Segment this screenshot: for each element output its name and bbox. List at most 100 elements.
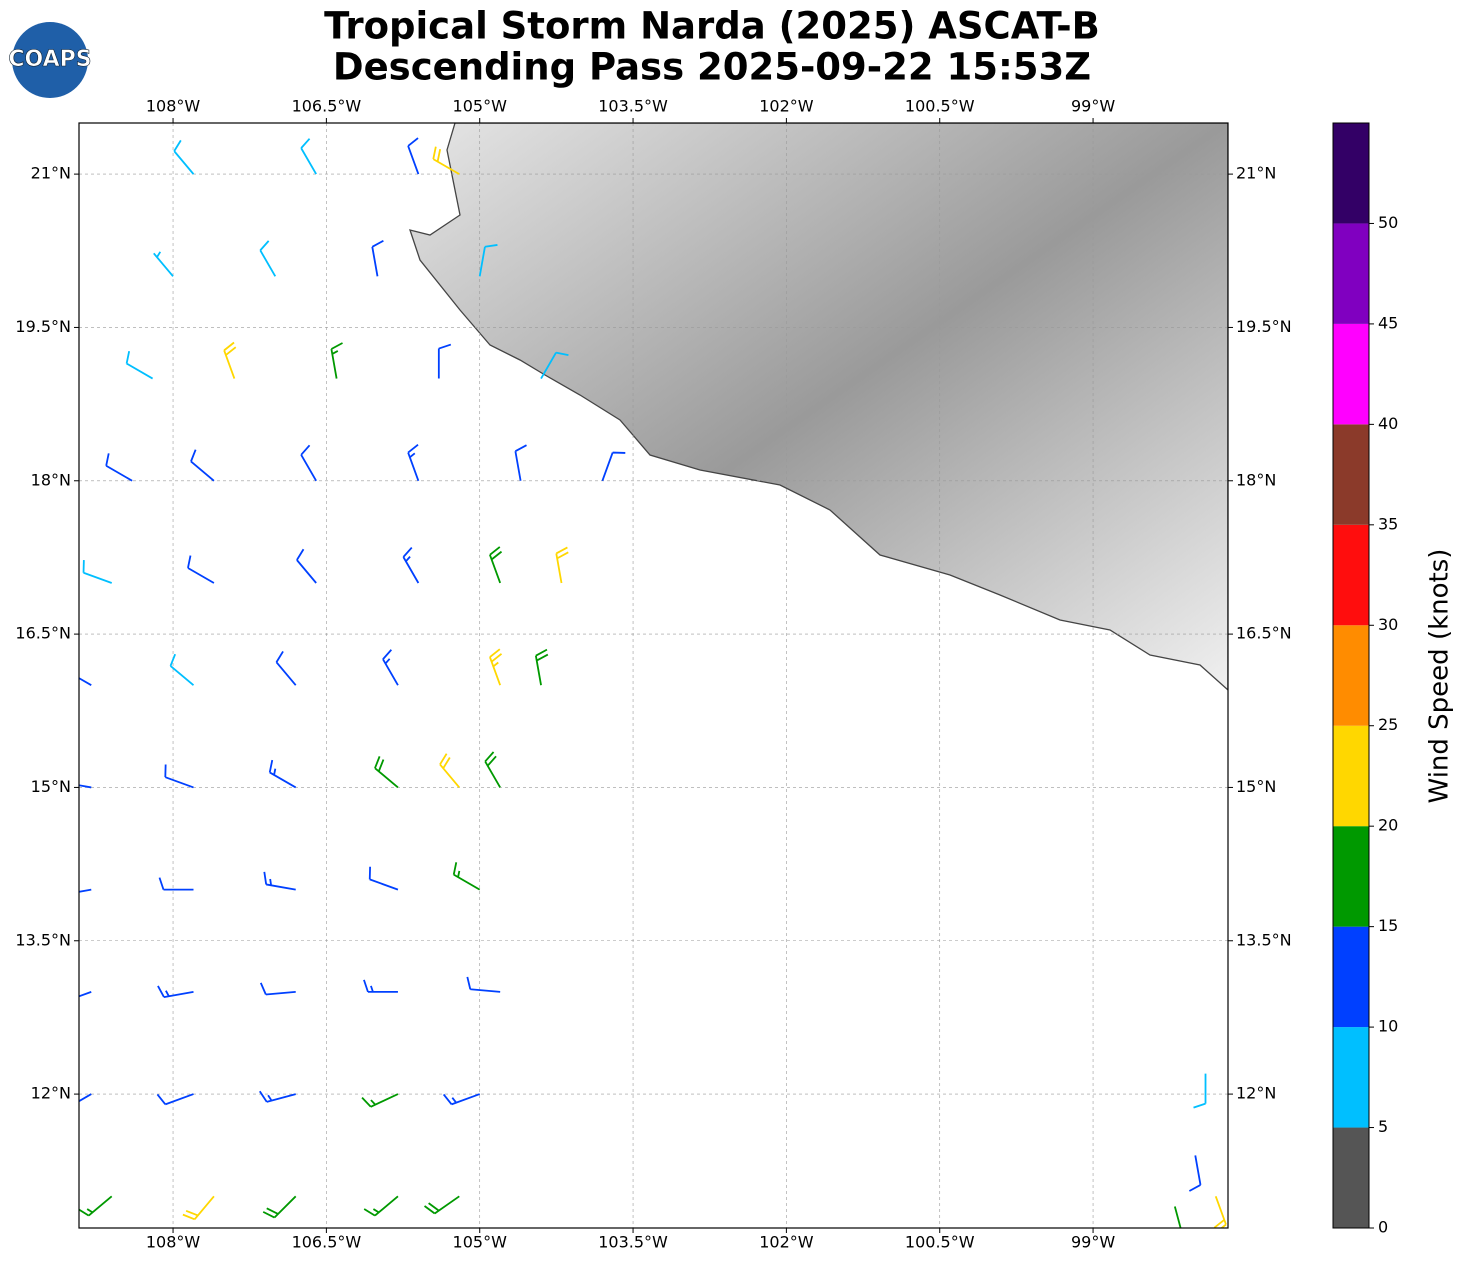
y-tick-label: 15°N <box>1236 777 1276 796</box>
wind-barb <box>79 1093 92 1103</box>
wind-barb <box>190 449 215 482</box>
y-tick-label: 15°N <box>31 777 71 796</box>
wind-barb <box>374 756 399 789</box>
colorbar-bin <box>1333 1127 1369 1228</box>
x-tick-label: 99°W <box>1071 97 1115 116</box>
wind-barb <box>466 976 501 993</box>
wind-barb <box>371 239 384 277</box>
y-tick-label: 18°N <box>1236 470 1276 489</box>
x-tick-label: 103.5°W <box>598 1233 668 1252</box>
wind-barb <box>223 341 237 379</box>
title: Tropical Storm Narda (2025) ASCAT-B <box>324 5 1100 48</box>
wind-barb <box>555 546 569 584</box>
wind-barb <box>382 649 399 686</box>
wind-barb <box>79 1195 113 1217</box>
wind-barb <box>402 546 420 584</box>
colorbar-tick-label: 30 <box>1378 615 1398 634</box>
wind-barb <box>601 451 626 482</box>
y-tick-label: 16.5°N <box>15 624 71 643</box>
x-tick-label: 106.5°W <box>292 1233 362 1252</box>
wind-barb <box>1213 1196 1227 1228</box>
colorbar-tick-label: 25 <box>1378 715 1398 734</box>
land <box>409 123 1228 691</box>
y-tick-label: 19.5°N <box>1236 317 1292 336</box>
wind-barb <box>363 979 398 993</box>
x-tick-label: 108°W <box>146 1233 201 1252</box>
wind-barb <box>300 138 317 175</box>
colorbar-tick-label: 15 <box>1378 916 1398 935</box>
colorbar-bin <box>1333 323 1369 425</box>
wind-barb <box>79 677 92 686</box>
colorbar-bin <box>1333 926 1369 1028</box>
wind-barb <box>259 982 296 996</box>
logo-text: COAPS <box>8 47 91 72</box>
wind-barb <box>361 1093 399 1108</box>
x-tick-label: 100.5°W <box>905 1233 975 1252</box>
wind-barb <box>173 139 195 175</box>
wind-barb <box>424 1195 460 1215</box>
wind-barb <box>1173 1206 1182 1228</box>
wind-barb <box>534 648 549 686</box>
wind-barb <box>79 991 92 998</box>
wind-barb <box>182 1195 215 1221</box>
colorbar-tick-label: 5 <box>1378 1117 1388 1136</box>
logo <box>12 22 88 98</box>
colorbar-tick-label: 45 <box>1378 313 1398 332</box>
y-tick-label: 12°N <box>1236 1084 1276 1103</box>
x-tick-label: 102°W <box>759 97 814 116</box>
wind-barb <box>263 871 296 891</box>
wind-barb <box>489 648 503 686</box>
colorbar-bin <box>1333 826 1369 927</box>
wind-barb <box>514 444 527 481</box>
y-tick-label: 21°N <box>31 164 71 183</box>
x-tick-label: 99°W <box>1071 1233 1115 1252</box>
wind-barb <box>79 888 92 893</box>
title: Descending Pass 2025-09-22 15:53Z <box>333 46 1091 89</box>
wind-barb <box>363 1195 399 1217</box>
wind-barb <box>1193 1073 1207 1109</box>
y-tick-label: 16.5°N <box>1236 624 1292 643</box>
wind-barb <box>439 753 460 789</box>
colorbar-bin <box>1333 1027 1369 1128</box>
x-tick-label: 100.5°W <box>905 97 975 116</box>
wind-barb <box>268 759 297 789</box>
wind-barb <box>125 350 154 380</box>
colorbar-tick-label: 35 <box>1378 514 1398 533</box>
wind-barb <box>478 244 498 277</box>
wind-barb <box>79 784 92 789</box>
colorbar-bin <box>1333 524 1369 626</box>
wind-barb <box>489 546 503 584</box>
y-tick-label: 21°N <box>1236 164 1276 183</box>
wind-barb <box>82 560 113 584</box>
colorbar-frame <box>1332 122 1370 1229</box>
wind-barb <box>259 1090 296 1103</box>
wind-barb <box>105 453 133 482</box>
wind-barb <box>259 240 277 277</box>
wind-barb <box>157 985 194 998</box>
wind-barb <box>164 764 194 789</box>
colorbar-bin <box>1333 424 1369 525</box>
wind-barb <box>407 137 420 175</box>
colorbar-label: Wind Speed (knots) <box>1425 549 1455 804</box>
colorbar-tick-label: 20 <box>1378 816 1398 835</box>
map-area <box>79 123 1228 1228</box>
colorbar-tick-label: 0 <box>1378 1218 1388 1237</box>
colorbar-tick-label: 10 <box>1378 1017 1398 1036</box>
wind-barb <box>540 351 569 380</box>
x-tick-label: 105°W <box>453 97 508 116</box>
wind-barb <box>169 653 195 686</box>
wind-barb <box>437 343 452 379</box>
wind-barb <box>262 1195 297 1219</box>
colorbar-tick-label: 50 <box>1378 213 1398 232</box>
colorbar-tick-label: 40 <box>1378 414 1398 433</box>
wind-barb <box>153 251 174 277</box>
x-tick-label: 103.5°W <box>598 97 668 116</box>
x-tick-label: 102°W <box>759 1233 814 1252</box>
wind-barb <box>484 751 501 788</box>
y-tick-label: 18°N <box>31 470 71 489</box>
wind-barb <box>187 555 215 584</box>
wind-barb <box>1188 1155 1202 1192</box>
y-tick-label: 19.5°N <box>15 317 71 336</box>
y-tick-label: 13.5°N <box>15 930 71 949</box>
wind-barb <box>330 342 343 379</box>
